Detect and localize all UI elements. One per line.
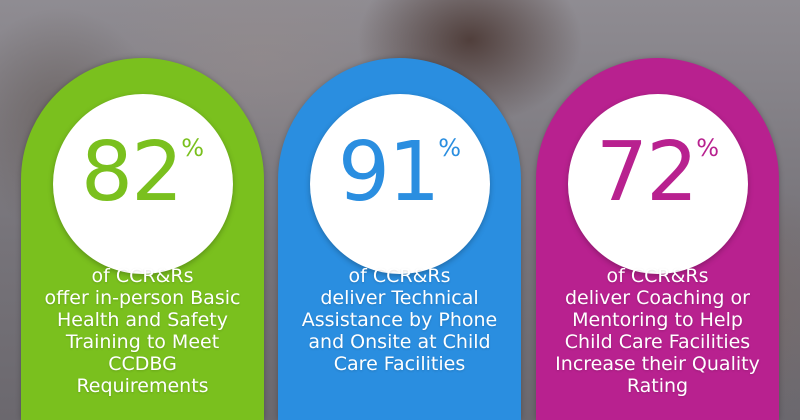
desc-line: Child Care Facilities — [564, 331, 751, 353]
desc-line: Training to Meet — [65, 331, 220, 353]
stat-circle: 82% — [52, 94, 233, 274]
desc-line: deliver Coaching or — [565, 287, 750, 309]
desc-line: Assistance by Phone — [301, 309, 498, 331]
stat-value: 91% — [310, 132, 490, 214]
stat-number: 82 — [80, 125, 183, 220]
stat-number: 91 — [337, 125, 440, 220]
stat-card-coaching-mentoring: 72% of CCR&Rs deliver Coaching or Mentor… — [536, 58, 779, 420]
percent-sign: % — [696, 134, 720, 162]
desc-line: Care Facilities — [333, 353, 466, 375]
stat-description: of CCR&Rs deliver Technical Assistance b… — [278, 265, 521, 375]
stat-description: of CCR&Rs deliver Coaching or Mentoring … — [536, 265, 779, 397]
stat-number: 72 — [595, 125, 698, 220]
desc-line: Requirements — [76, 375, 209, 397]
percent-sign: % — [438, 134, 462, 162]
percent-sign: % — [181, 134, 205, 162]
desc-line: of CCR&Rs — [91, 265, 194, 287]
stat-card-health-safety-training: 82% of CCR&Rs offer in-person Basic Heal… — [21, 58, 264, 420]
desc-line: deliver Technical — [320, 287, 479, 309]
desc-line: Increase their Quality — [555, 353, 760, 375]
stat-card-technical-assistance: 91% of CCR&Rs deliver Technical Assistan… — [278, 58, 521, 420]
desc-line: offer in-person Basic — [44, 287, 241, 309]
stat-circle: 72% — [567, 94, 748, 274]
stat-description: of CCR&Rs offer in-person Basic Health a… — [21, 265, 264, 397]
desc-line: Rating — [626, 375, 689, 397]
stat-value: 82% — [53, 132, 233, 214]
desc-line: and Onsite at Child — [308, 331, 491, 353]
desc-line: CCDBG — [108, 353, 177, 375]
desc-line: of CCR&Rs — [606, 265, 709, 287]
desc-line: Mentoring to Help — [572, 309, 743, 331]
desc-line: of CCR&Rs — [348, 265, 451, 287]
stat-circle: 91% — [309, 94, 490, 274]
desc-line: Health and Safety — [57, 309, 228, 331]
stat-value: 72% — [568, 132, 748, 214]
